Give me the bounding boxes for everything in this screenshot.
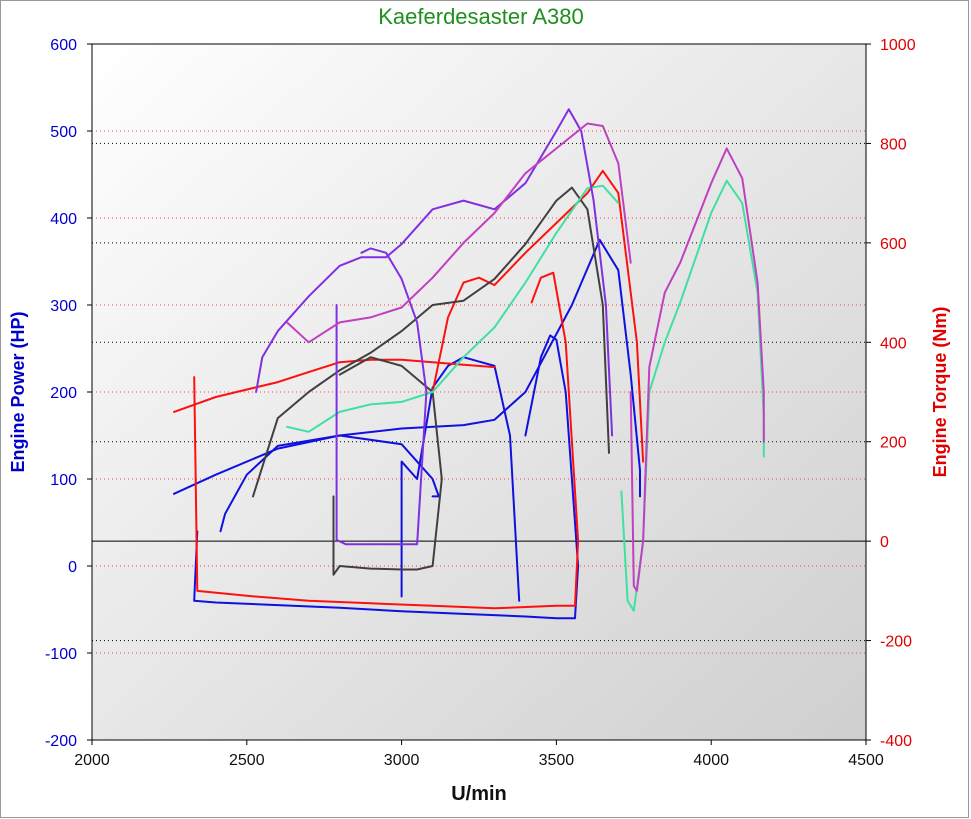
y-axis-right-label: Engine Torque (Nm) xyxy=(930,307,950,478)
series-line xyxy=(332,356,443,576)
x-tick-label: 3500 xyxy=(539,752,575,769)
series-line xyxy=(252,186,610,498)
y-left-tick-label: -200 xyxy=(45,733,77,750)
series-line xyxy=(431,169,645,463)
y-right-tick-label: 1000 xyxy=(880,37,916,54)
series-line xyxy=(193,334,580,620)
y-right-tick-label: 800 xyxy=(880,136,907,153)
series-line xyxy=(335,247,428,546)
tick-group: -200 -100 0 100 200 300 400 500 600 -400 -200 0 200 4… xyxy=(45,37,916,769)
x-tick-label: 4500 xyxy=(848,752,884,769)
x-tick-label: 2500 xyxy=(229,752,265,769)
series-line xyxy=(193,271,580,610)
y-axis-left-label: Engine Power (HP) xyxy=(8,311,28,472)
series-line xyxy=(286,122,632,344)
x-tick-label: 3000 xyxy=(384,752,420,769)
y-left-tick-label: 100 xyxy=(50,472,77,489)
series-line xyxy=(219,434,440,533)
y-right-tick-label: -200 xyxy=(880,634,912,651)
x-axis-label: U/min xyxy=(451,783,507,805)
y-right-tick-label: -400 xyxy=(880,733,912,750)
series-line xyxy=(629,147,765,592)
y-left-tick-label: 500 xyxy=(50,124,77,141)
y-right-tick-label: 600 xyxy=(880,236,907,253)
y-left-tick-label: 200 xyxy=(50,385,77,402)
chart-title: Kaeferdesaster A380 xyxy=(378,4,583,29)
series-line xyxy=(255,108,614,437)
y-right-tick-label: 0 xyxy=(880,534,889,551)
series-line xyxy=(400,356,521,602)
x-tick-label: 4000 xyxy=(693,752,729,769)
y-left-tick-label: 0 xyxy=(68,559,77,576)
y-left-tick-label: 300 xyxy=(50,298,77,315)
y-left-tick-label: 600 xyxy=(50,37,77,54)
y-right-tick-label: 200 xyxy=(880,435,907,452)
grid-lines xyxy=(92,130,866,654)
series-group xyxy=(173,108,765,620)
y-left-tick-label: -100 xyxy=(45,646,77,663)
series-line xyxy=(173,238,641,498)
y-right-tick-label: 400 xyxy=(880,335,907,352)
x-tick-label: 2000 xyxy=(74,752,110,769)
series-line xyxy=(286,184,620,433)
y-left-tick-label: 400 xyxy=(50,211,77,228)
